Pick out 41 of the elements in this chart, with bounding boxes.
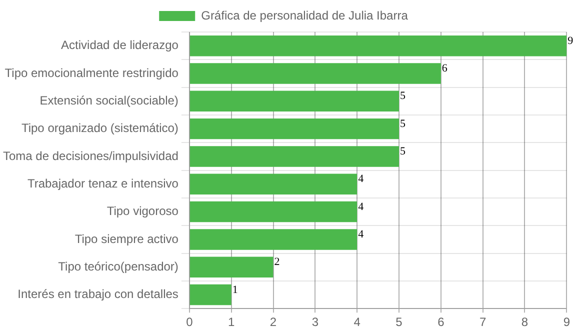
y-tick-label: Toma de decisiones/impulsividad bbox=[2, 148, 178, 163]
data-label: 4 bbox=[358, 173, 364, 186]
data-label: 9 bbox=[568, 34, 573, 47]
data-label: 2 bbox=[274, 256, 280, 268]
x-tick-label: 3 bbox=[312, 315, 319, 330]
y-tick-label: Tipo vigoroso bbox=[106, 204, 179, 218]
x-tick-label: 0 bbox=[186, 315, 194, 330]
y-tick-label: Interés en trabajo con detalles bbox=[18, 287, 178, 302]
bar bbox=[190, 229, 358, 250]
y-tick-label: Tipo teórico(pensador) bbox=[58, 259, 178, 274]
bar bbox=[190, 174, 358, 195]
y-tick-label: Extensión social(sociable) bbox=[40, 93, 178, 108]
legend-label: Gráfica de personalidad de Julia Ibarra bbox=[201, 8, 408, 22]
x-tick-label: 5 bbox=[396, 315, 403, 330]
data-label: 6 bbox=[442, 62, 448, 75]
data-label: 5 bbox=[400, 145, 406, 158]
x-tick-label: 1 bbox=[228, 315, 235, 330]
x-tick-label: 7 bbox=[479, 315, 486, 330]
data-label: 5 bbox=[400, 90, 406, 102]
x-tick-label: 4 bbox=[354, 315, 361, 330]
y-tick-label: Trabajador tenaz e intensivo bbox=[27, 176, 179, 190]
x-tick-label: 6 bbox=[438, 315, 445, 330]
bar bbox=[190, 146, 399, 167]
y-tick-label: Tipo siempre activo bbox=[74, 232, 179, 246]
bar bbox=[190, 90, 399, 112]
data-label: 1 bbox=[232, 284, 238, 296]
bar bbox=[190, 35, 567, 56]
bar bbox=[190, 201, 358, 222]
data-label: 4 bbox=[358, 228, 364, 240]
bar bbox=[190, 118, 399, 140]
y-tick-label: Tipo organizado (sistemático) bbox=[21, 121, 178, 136]
x-tick-label: 9 bbox=[563, 315, 570, 330]
y-tick-label: Tipo emocionalmente restringido bbox=[4, 66, 179, 80]
data-label: 5 bbox=[400, 118, 406, 130]
x-tick-label: 8 bbox=[521, 315, 528, 330]
data-label: 4 bbox=[358, 200, 364, 213]
y-tick-label: Actividad de liderazgo bbox=[61, 38, 179, 52]
bar bbox=[190, 284, 232, 306]
bar bbox=[190, 256, 274, 278]
bar bbox=[190, 63, 441, 84]
x-tick-label: 2 bbox=[270, 315, 277, 330]
